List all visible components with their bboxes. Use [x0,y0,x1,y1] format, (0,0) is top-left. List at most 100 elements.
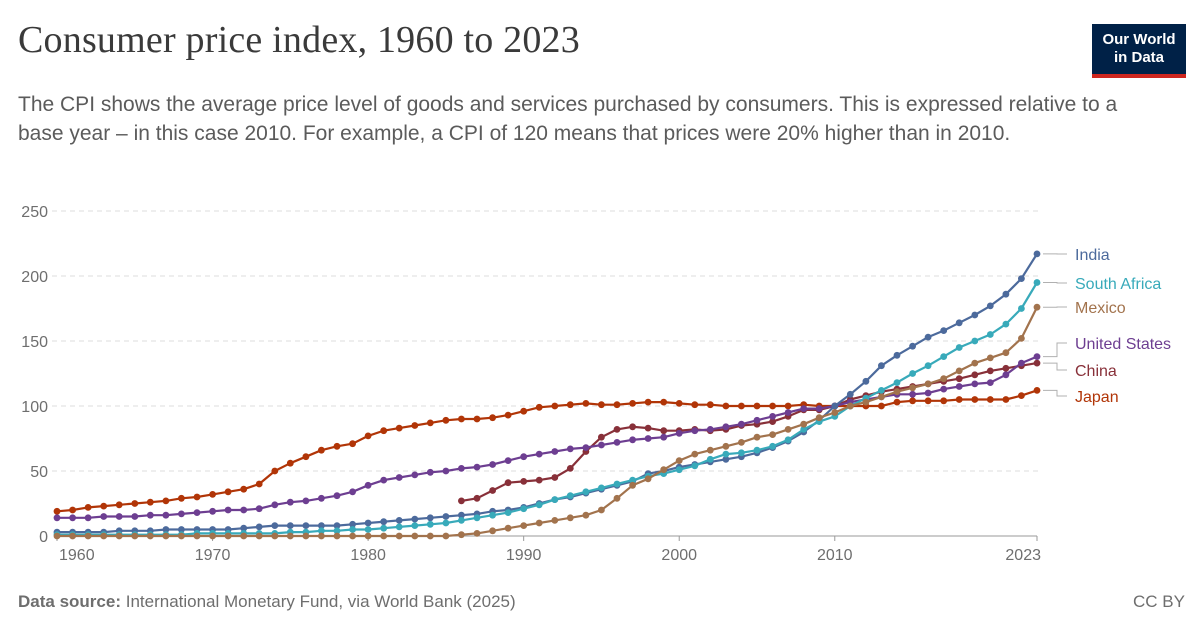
data-point-mexico-1999 [660,466,668,474]
data-point-china-1997 [629,423,636,431]
data-point-united-states-2006 [769,413,776,420]
data-point-united-states-1991 [535,450,543,458]
series-label-japan: Japan [1075,389,1119,406]
data-point-south-africa-2019 [971,337,979,345]
data-point-mexico-2011 [846,402,854,410]
data-point-south-africa-1994 [582,488,590,496]
data-point-india-1977 [318,522,325,529]
data-point-india-2013 [878,362,885,370]
series-japan [53,387,1041,515]
data-point-south-africa-2008 [800,426,808,433]
data-point-united-states-2003 [722,423,730,431]
data-point-mexico-1981 [380,532,388,540]
data-point-china-1989 [504,479,512,487]
data-point-united-states-1965 [131,513,139,520]
data-source-text[interactable]: International Monetary Fund, via World B… [125,592,516,611]
data-point-united-states-1998 [644,435,652,442]
data-point-south-africa-2005 [753,446,761,454]
data-point-mexico-2007 [784,426,792,433]
series-south-africa [53,279,1041,539]
data-point-united-states-1984 [426,468,434,476]
series-label-south-africa: South Africa [1075,276,1161,293]
data-point-south-africa-1982 [395,523,403,531]
data-point-mexico-1998 [644,475,652,483]
data-point-india-2016 [924,333,932,341]
data-point-united-states-1995 [598,441,605,449]
data-point-japan-1988 [489,414,496,422]
data-point-japan-1995 [598,401,605,409]
data-point-japan-2017 [940,397,948,405]
data-point-china-2006 [769,418,776,425]
data-point-india-2012 [862,377,870,385]
data-point-united-states-1962 [84,514,92,522]
data-point-mexico-1972 [240,532,248,540]
data-point-india-1981 [380,518,388,526]
data-point-mexico-1997 [629,481,636,489]
data-point-mexico-1962 [84,532,92,540]
data-point-china-1988 [489,487,496,494]
data-point-india-1978 [333,522,341,529]
data-point-south-africa-1980 [364,526,372,533]
data-point-india-1979 [349,520,356,528]
data-point-mexico-2006 [769,431,776,438]
chart-title: Consumer price index, 1960 to 2023 [18,19,580,61]
data-point-united-states-2002 [706,426,714,433]
data-point-mexico-1982 [395,532,403,540]
data-point-japan-1979 [349,440,356,448]
data-point-south-africa-2001 [691,462,699,470]
data-point-united-states-1966 [146,511,154,519]
series-mexico [53,303,1041,540]
x-tick-label-2010: 2010 [817,547,853,564]
data-point-mexico-2012 [862,398,870,406]
data-point-china-1999 [660,427,668,435]
data-point-china-1995 [598,433,605,441]
data-point-united-states-2001 [691,427,699,435]
data-point-mexico-1991 [535,519,543,527]
data-point-south-africa-1989 [504,509,512,516]
series-label-china: China [1075,363,1117,380]
label-connector-japan [1043,389,1067,397]
data-point-south-africa-2022 [1018,305,1025,312]
data-point-japan-2023 [1033,387,1041,394]
data-point-japan-2003 [722,402,730,410]
data-point-japan-1969 [193,493,201,501]
data-point-japan-1976 [302,453,310,461]
x-tick-label-2023: 2023 [1005,547,1041,564]
data-point-united-states-1970 [209,507,217,515]
data-point-mexico-2017 [940,375,948,383]
data-point-china-2018 [955,375,963,383]
data-point-united-states-1983 [411,471,419,479]
data-point-mexico-2009 [815,414,823,422]
our-world-in-data-logo[interactable]: Our World in Data [1092,24,1186,78]
label-connector-south-africa [1043,282,1067,284]
data-point-japan-1972 [240,485,248,493]
data-point-india-2019 [971,311,979,319]
data-point-south-africa-1983 [411,522,419,529]
data-point-india-1974 [271,522,279,529]
data-point-mexico-2018 [955,367,963,375]
data-point-india-1967 [162,526,170,533]
data-point-japan-1974 [271,467,279,475]
data-point-india-1976 [302,522,310,529]
data-point-india-2011 [846,390,854,398]
data-point-india-2023 [1033,250,1041,258]
data-point-south-africa-1996 [613,480,621,488]
data-point-japan-1986 [458,415,465,423]
data-point-china-2021 [1002,364,1010,372]
data-point-united-states-1974 [271,501,279,509]
data-point-japan-1992 [551,402,559,410]
data-point-mexico-1966 [146,532,154,540]
data-point-india-1972 [240,524,248,532]
license-label[interactable]: CC BY [1133,592,1185,611]
data-point-mexico-1995 [598,506,605,514]
logo-line-2: in Data [1113,49,1164,66]
y-tick-label-50: 50 [30,464,48,481]
axis-layer: 0 50 100 150 200 250 1960 1970 1980 1990 2000 2010 2… [21,204,1041,564]
data-point-mexico-1988 [489,527,496,535]
data-point-united-states-1987 [473,463,481,471]
data-point-united-states-2016 [924,389,932,397]
data-point-united-states-1989 [504,457,512,464]
data-point-mexico-1973 [255,532,263,540]
data-point-mexico-2020 [986,354,994,362]
data-point-japan-1965 [131,500,139,507]
